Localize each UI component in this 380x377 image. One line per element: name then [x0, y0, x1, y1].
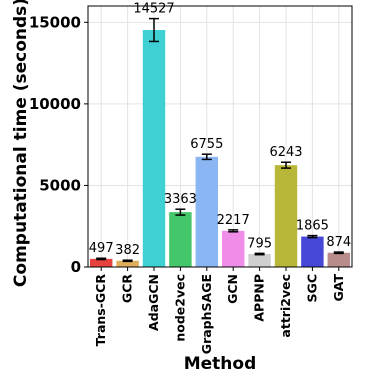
plot-frame: [87, 5, 353, 268]
bar: [221, 230, 245, 267]
y-axis-ticks: 0 5000 10000 15000: [29, 13, 88, 276]
x-tick-label: SGC: [304, 274, 319, 302]
bar: [301, 236, 324, 267]
bar: [142, 30, 166, 267]
x-tick-label: GCR: [120, 274, 135, 303]
x-tick-label: AdaGCN: [146, 274, 161, 331]
data-label: 795: [247, 236, 272, 251]
data-label: 382: [115, 243, 140, 258]
x-axis-ticks: Trans-GCR GCR AdaGCN node2vec GraphSAGE GCN AP…: [93, 267, 346, 354]
bar: [116, 260, 139, 267]
bar: [195, 156, 219, 267]
data-label: 2217: [217, 213, 250, 228]
y-axis-label: Computational time (seconds): [11, 0, 31, 287]
data-label: 3363: [164, 192, 197, 207]
x-tick-label: GAT: [331, 274, 346, 302]
y-tick-label: 5000: [39, 176, 81, 194]
bar: [89, 258, 113, 267]
bar: [327, 252, 351, 267]
data-label: 874: [326, 235, 351, 250]
x-tick-label: Trans-GCR: [93, 274, 108, 347]
data-label: 497: [89, 241, 114, 256]
bar: [248, 254, 271, 267]
grid-lines: [88, 6, 352, 268]
y-tick-label: 10000: [29, 95, 81, 113]
data-label: 6755: [190, 137, 223, 152]
x-tick-label: GraphSAGE: [199, 274, 214, 354]
y-tick-label: 0: [71, 258, 81, 276]
bar: [274, 165, 298, 267]
x-axis-label: Method: [184, 354, 257, 374]
x-tick-label: APPNP: [252, 274, 267, 322]
bars: [89, 30, 351, 267]
data-label: 14527: [133, 2, 174, 17]
data-label: 6243: [269, 145, 302, 160]
bar: [169, 212, 192, 267]
data-label: 1865: [296, 219, 329, 234]
error-bars: [96, 17, 344, 263]
x-tick-label: attri2vec: [278, 274, 293, 338]
x-tick-label: node2vec: [172, 274, 187, 342]
y-tick-label: 15000: [29, 13, 81, 31]
x-tick-label: GCN: [225, 274, 240, 304]
